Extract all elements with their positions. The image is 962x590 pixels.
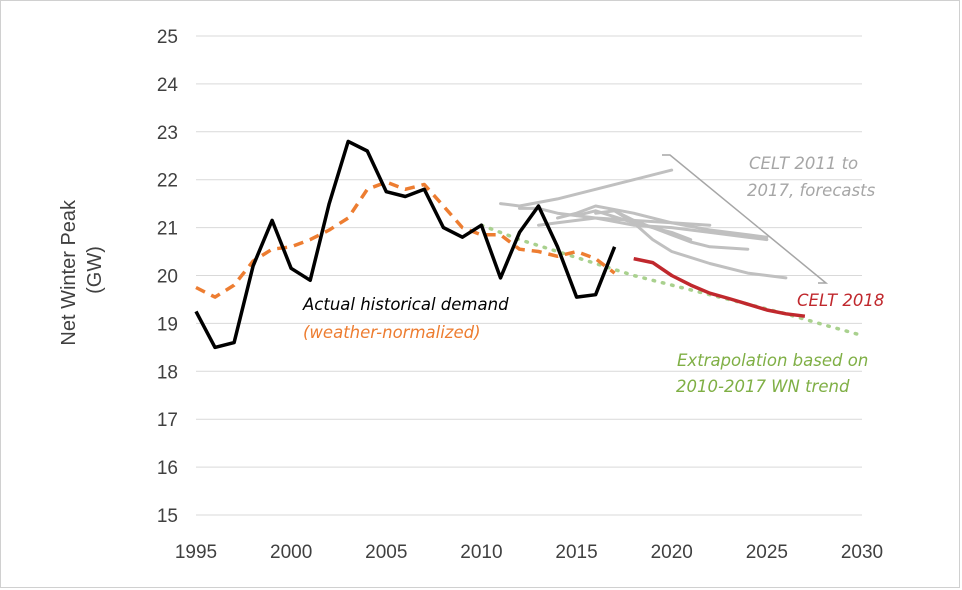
series-weather-normalized <box>195 180 616 299</box>
x-tick-2025: 2025 <box>746 542 788 563</box>
series-celt-forecast-1 <box>499 168 674 208</box>
y-tick-20: 20 <box>157 267 178 288</box>
annotation-celt-2018: CELT 2018 <box>797 291 884 310</box>
x-tick-labels: 1995 2000 2005 2010 2015 2020 2025 2030 <box>175 542 883 563</box>
annotation-celt-history-line-2: 2017, forecasts <box>747 181 876 200</box>
y-tick-24: 24 <box>157 75 179 96</box>
y-tick-18: 18 <box>157 362 178 383</box>
annotation-actual-demand: Actual historical demand <box>302 295 509 314</box>
y-tick-19: 19 <box>157 314 178 335</box>
x-tick-2000: 2000 <box>270 542 312 563</box>
y-axis-label: Net Winter Peak (GW) <box>58 194 106 345</box>
y-axis-label-line-2: (GW) <box>84 246 106 294</box>
annotation-extrapolation-line-2: 2010-2017 WN trend <box>676 377 850 396</box>
series-celt-forecast-7 <box>613 209 750 251</box>
y-tick-22: 22 <box>157 171 178 192</box>
y-tick-15: 15 <box>157 506 178 527</box>
series-extrapolation <box>479 223 864 338</box>
y-tick-17: 17 <box>157 410 178 431</box>
celt-forecast-bracket <box>662 154 829 284</box>
y-tick-21: 21 <box>157 219 178 240</box>
x-tick-2015: 2015 <box>555 542 597 563</box>
bracket-line <box>662 154 829 284</box>
x-tick-1995: 1995 <box>175 542 217 563</box>
series-actual <box>194 139 617 350</box>
y-tick-23: 23 <box>157 123 178 144</box>
y-tick-25: 25 <box>157 27 178 48</box>
y-tick-labels: 15 16 17 18 19 20 21 22 23 24 25 <box>157 27 179 527</box>
annotation-celt-history-line-1: CELT 2011 to <box>749 154 858 173</box>
gridlines <box>196 35 862 516</box>
x-tick-2005: 2005 <box>365 542 407 563</box>
x-tick-2030: 2030 <box>841 542 883 563</box>
annotation-weather-normalized: (weather-normalized) <box>303 323 481 342</box>
series-celt-2018 <box>633 256 806 318</box>
x-tick-2020: 2020 <box>651 542 693 563</box>
annotation-extrapolation-line-1: Extrapolation based on <box>677 351 868 370</box>
y-tick-16: 16 <box>157 458 178 479</box>
series-lines <box>194 139 864 350</box>
y-axis-label-line-1: Net Winter Peak <box>58 199 80 346</box>
series-celt-forecast-4 <box>556 204 769 239</box>
x-tick-2010: 2010 <box>460 542 502 563</box>
